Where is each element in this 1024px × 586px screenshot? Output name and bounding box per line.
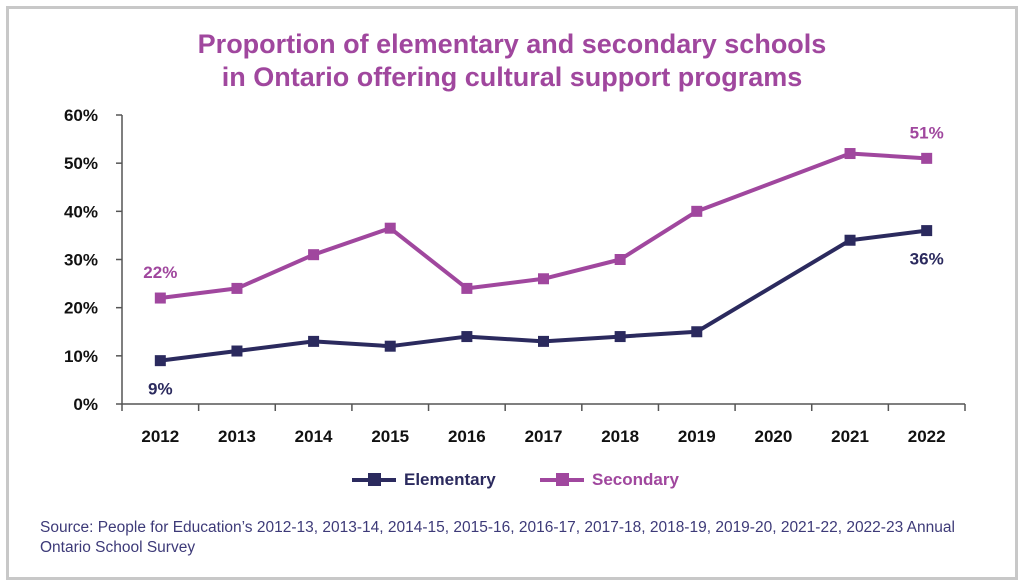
- data-point-elementary: [844, 234, 856, 246]
- legend-label-secondary: Secondary: [592, 470, 679, 489]
- data-point-elementary: [614, 331, 626, 343]
- y-tick-label: 40%: [64, 202, 98, 221]
- data-point-secondary: [308, 249, 320, 261]
- chart-title: Proportion of elementary and secondary s…: [0, 28, 1024, 94]
- legend-label-elementary: Elementary: [404, 470, 496, 489]
- chart-title-line-1: Proportion of elementary and secondary s…: [197, 29, 827, 59]
- series-line-elementary: [160, 228, 927, 363]
- data-label-elementary: 36%: [910, 250, 944, 269]
- chart-title-line-2: in Ontario offering cultural support pro…: [221, 62, 803, 92]
- y-tick-label: 50%: [64, 154, 98, 173]
- data-point-secondary: [538, 273, 549, 285]
- x-tick-label: 2019: [678, 427, 716, 446]
- chart-frame: [6, 6, 1018, 580]
- data-point-elementary: [538, 335, 549, 347]
- y-tick-label: 10%: [64, 347, 98, 366]
- data-point-secondary: [691, 205, 703, 217]
- x-tick-label: 2013: [218, 427, 256, 446]
- x-tick-label: 2017: [525, 427, 563, 446]
- legend-item-secondary: Secondary: [540, 470, 679, 490]
- legend: Elementary Secondary: [0, 470, 1024, 496]
- x-tick-label: 2018: [601, 427, 639, 446]
- data-point-elementary: [308, 335, 320, 347]
- data-label-secondary: 22%: [143, 263, 177, 282]
- data-point-secondary: [154, 292, 166, 304]
- legend-swatch-elementary: [352, 473, 396, 486]
- data-label-elementary: 9%: [148, 380, 173, 399]
- x-tick-label: 2016: [448, 427, 486, 446]
- y-tick-label: 30%: [64, 251, 98, 270]
- source-note: Source: People for Education’s 2012-13, …: [40, 519, 955, 556]
- data-point-elementary: [461, 331, 473, 343]
- data-point-secondary: [614, 254, 626, 265]
- x-tick-label: 2020: [754, 427, 792, 446]
- data-point-secondary: [844, 148, 856, 160]
- data-point-elementary: [921, 225, 933, 237]
- x-tick-label: 2015: [371, 427, 409, 446]
- y-tick-label: 20%: [64, 299, 98, 318]
- data-point-elementary: [154, 355, 166, 367]
- series-line-secondary: [160, 151, 927, 301]
- data-point-secondary: [461, 282, 473, 294]
- data-point-elementary: [691, 326, 703, 338]
- data-point-secondary: [921, 152, 933, 164]
- data-point-secondary: [384, 222, 396, 234]
- y-tick-label: 60%: [64, 106, 98, 125]
- x-tick-label: 2022: [908, 427, 946, 446]
- data-point-elementary: [384, 340, 396, 352]
- legend-swatch-secondary: [540, 473, 584, 486]
- x-tick-label: 2012: [141, 427, 179, 446]
- legend-item-elementary: Elementary: [352, 470, 496, 490]
- data-point-secondary: [231, 282, 243, 294]
- data-label-secondary: 51%: [910, 123, 944, 142]
- x-tick-label: 2021: [831, 427, 869, 446]
- y-tick-label: 0%: [73, 395, 98, 414]
- x-tick-label: 2014: [295, 427, 333, 446]
- data-point-elementary: [231, 345, 243, 357]
